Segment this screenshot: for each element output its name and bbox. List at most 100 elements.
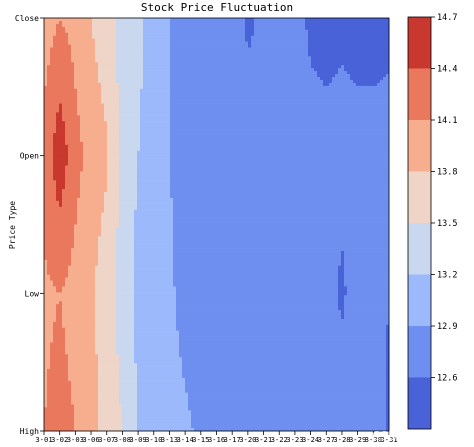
- contour-cell: [302, 74, 306, 78]
- contour-cell: [191, 121, 195, 125]
- contour-cell: [359, 29, 363, 34]
- contour-cell: [68, 88, 72, 93]
- contour-cell: [101, 115, 105, 119]
- contour-cell: [143, 79, 147, 84]
- contour-cell: [290, 62, 294, 66]
- contour-cell: [71, 62, 75, 66]
- contour-cell: [221, 94, 225, 98]
- contour-cell: [134, 124, 138, 128]
- contour-cell: [176, 88, 180, 93]
- contour-cell: [296, 56, 300, 60]
- contour-cell: [260, 74, 264, 78]
- contour-cell: [368, 56, 372, 60]
- contour-cell: [242, 85, 246, 90]
- contour-cell: [314, 26, 318, 31]
- contour-cell: [302, 109, 306, 113]
- contour-cell: [344, 112, 348, 116]
- contour-cell: [128, 79, 132, 84]
- contour-cell: [167, 79, 171, 84]
- contour-cell: [269, 138, 273, 143]
- contour-cell: [47, 138, 51, 143]
- contour-cell: [113, 29, 117, 34]
- contour-cell: [215, 79, 219, 84]
- contour-cell: [56, 47, 60, 51]
- contour-cell: [119, 68, 123, 72]
- contour-cell: [191, 35, 195, 39]
- contour-cell: [62, 53, 66, 57]
- contour-cell: [149, 136, 153, 140]
- contour-cell: [215, 100, 219, 104]
- contour-cell: [86, 59, 90, 63]
- contour-cell: [179, 115, 183, 119]
- contour-cell: [68, 41, 72, 45]
- contour-cell: [296, 121, 300, 125]
- contour-cell: [296, 20, 300, 25]
- contour-cell: [74, 144, 78, 149]
- contour-cell: [98, 121, 102, 125]
- contour-cell: [47, 71, 51, 75]
- contour-cell: [209, 53, 213, 57]
- contour-cell: [140, 38, 144, 42]
- contour-cell: [296, 141, 300, 146]
- contour-cell: [290, 18, 294, 22]
- contour-cell: [53, 68, 57, 72]
- contour-cell: [272, 23, 276, 28]
- contour-cell: [98, 47, 102, 51]
- contour-cell: [164, 62, 168, 66]
- contour-cell: [137, 144, 141, 149]
- contour-cell: [212, 94, 216, 98]
- contour-cell: [86, 26, 90, 31]
- contour-cell: [245, 82, 249, 87]
- contour-cell: [170, 47, 174, 51]
- contour-cell: [149, 106, 153, 110]
- contour-cell: [155, 144, 159, 149]
- contour-cell: [263, 130, 267, 134]
- contour-cell: [50, 106, 54, 110]
- contour-cell: [245, 79, 249, 84]
- contour-cell: [359, 115, 363, 119]
- contour-cell: [68, 23, 72, 28]
- contour-cell: [245, 47, 249, 51]
- contour-cell: [44, 85, 48, 90]
- contour-cell: [383, 85, 387, 90]
- contour-cell: [80, 79, 84, 84]
- contour-cell: [164, 38, 168, 42]
- contour-cell: [98, 20, 102, 25]
- contour-cell: [146, 62, 150, 66]
- contour-cell: [212, 121, 216, 125]
- contour-cell: [197, 100, 201, 104]
- contour-cell: [101, 50, 105, 54]
- contour-cell: [128, 97, 132, 101]
- contour-cell: [74, 18, 78, 22]
- contour-cell: [254, 47, 258, 51]
- contour-cell: [305, 121, 309, 125]
- contour-cell: [329, 88, 333, 93]
- contour-cell: [188, 71, 192, 75]
- contour-cell: [116, 47, 120, 51]
- contour-cell: [287, 106, 291, 110]
- contour-cell: [323, 32, 327, 37]
- contour-cell: [53, 91, 57, 96]
- contour-cell: [386, 106, 390, 110]
- contour-cell: [269, 94, 273, 98]
- contour-cell: [95, 100, 99, 104]
- contour-cell: [326, 53, 330, 57]
- contour-cell: [341, 138, 345, 143]
- contour-cell: [95, 65, 99, 69]
- contour-cell: [323, 59, 327, 63]
- contour-cell: [59, 115, 63, 119]
- contour-cell: [221, 26, 225, 31]
- contour-cell: [53, 26, 57, 31]
- contour-cell: [221, 38, 225, 42]
- contour-cell: [230, 56, 234, 60]
- contour-cell: [344, 141, 348, 146]
- contour-cell: [248, 97, 252, 101]
- contour-cell: [311, 74, 315, 78]
- contour-cell: [179, 77, 183, 81]
- contour-cell: [386, 138, 390, 143]
- contour-cell: [251, 112, 255, 116]
- contour-cell: [284, 32, 288, 37]
- contour-cell: [113, 47, 117, 51]
- contour-cell: [191, 38, 195, 42]
- contour-cell: [320, 74, 324, 78]
